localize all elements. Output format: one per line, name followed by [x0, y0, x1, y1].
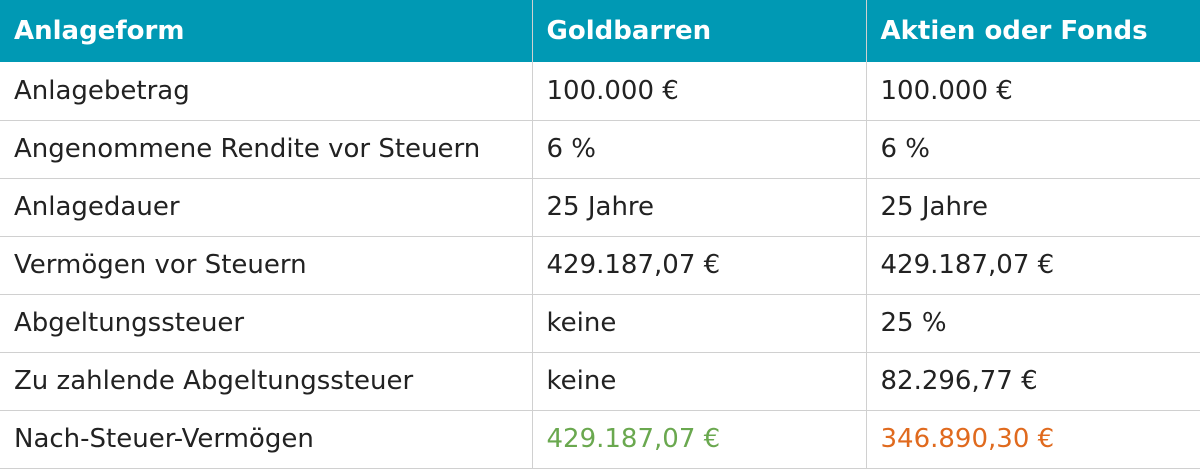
table-cell: 25 %: [865, 294, 1200, 353]
table-row: Anlagebetrag 100.000 €100.000 €: [0, 62, 1200, 121]
table-cell: Nach-Steuer-Vermögen: [0, 410, 533, 469]
table-header: Anlageform Goldbarren Aktien oder Fonds: [0, 0, 1200, 62]
table-cell: 6 %: [531, 120, 867, 179]
header-cell: Aktien oder Fonds: [866, 0, 1200, 62]
table-row: Abgeltungssteuer keine 25 %: [0, 294, 1200, 353]
table-row: Zu zahlende Abgeltungssteuer keine 82.296,…: [0, 352, 1200, 411]
table-cell: Anlagedauer: [0, 178, 533, 237]
table-cell: Anlagebetrag: [0, 62, 533, 121]
table-row: Anlagedauer 25 Jahre 25 Jahre: [0, 178, 1200, 237]
table-cell: 429.187,07 €: [531, 236, 867, 295]
table-cell: 25 Jahre: [531, 178, 867, 237]
table-cell: Angenommene Rendite vor Steuern: [0, 120, 533, 179]
header-cell: Goldbarren: [532, 0, 867, 62]
table-cell: 100.000 €: [865, 62, 1200, 121]
table-cell: 6 %: [865, 120, 1200, 179]
table-cell: 346.890,30 €: [865, 410, 1200, 469]
table-cell: keine: [531, 294, 867, 353]
table-body: Anlagebetrag 100.000 €100.000 € Angenommen…: [0, 62, 1200, 469]
table-cell: Vermögen vor Steuern: [0, 236, 533, 295]
table-row: Angenommene Rendite vor Steuern 6 % 6 %: [0, 120, 1200, 179]
table-row: Nach-Steuer-Vermögen 429.187,07 €346.890,…: [0, 410, 1200, 469]
header-row: Anlageform Goldbarren Aktien oder Fonds: [0, 0, 1200, 62]
table-cell: 100.000 €: [531, 62, 867, 121]
table-cell: keine: [531, 352, 867, 411]
table-cell: 429.187,07 €: [531, 410, 867, 469]
table-cell: Zu zahlende Abgeltungssteuer: [0, 352, 533, 411]
table-row: Vermögen vor Steuern 429.187,07 €429.187,…: [0, 236, 1200, 295]
header-cell: Anlageform: [0, 0, 533, 62]
table-cell: 25 Jahre: [865, 178, 1200, 237]
table-cell: 82.296,77 €: [865, 352, 1200, 411]
table-cell: 429.187,07 €: [865, 236, 1200, 295]
table-cell: Abgeltungssteuer: [0, 294, 533, 353]
